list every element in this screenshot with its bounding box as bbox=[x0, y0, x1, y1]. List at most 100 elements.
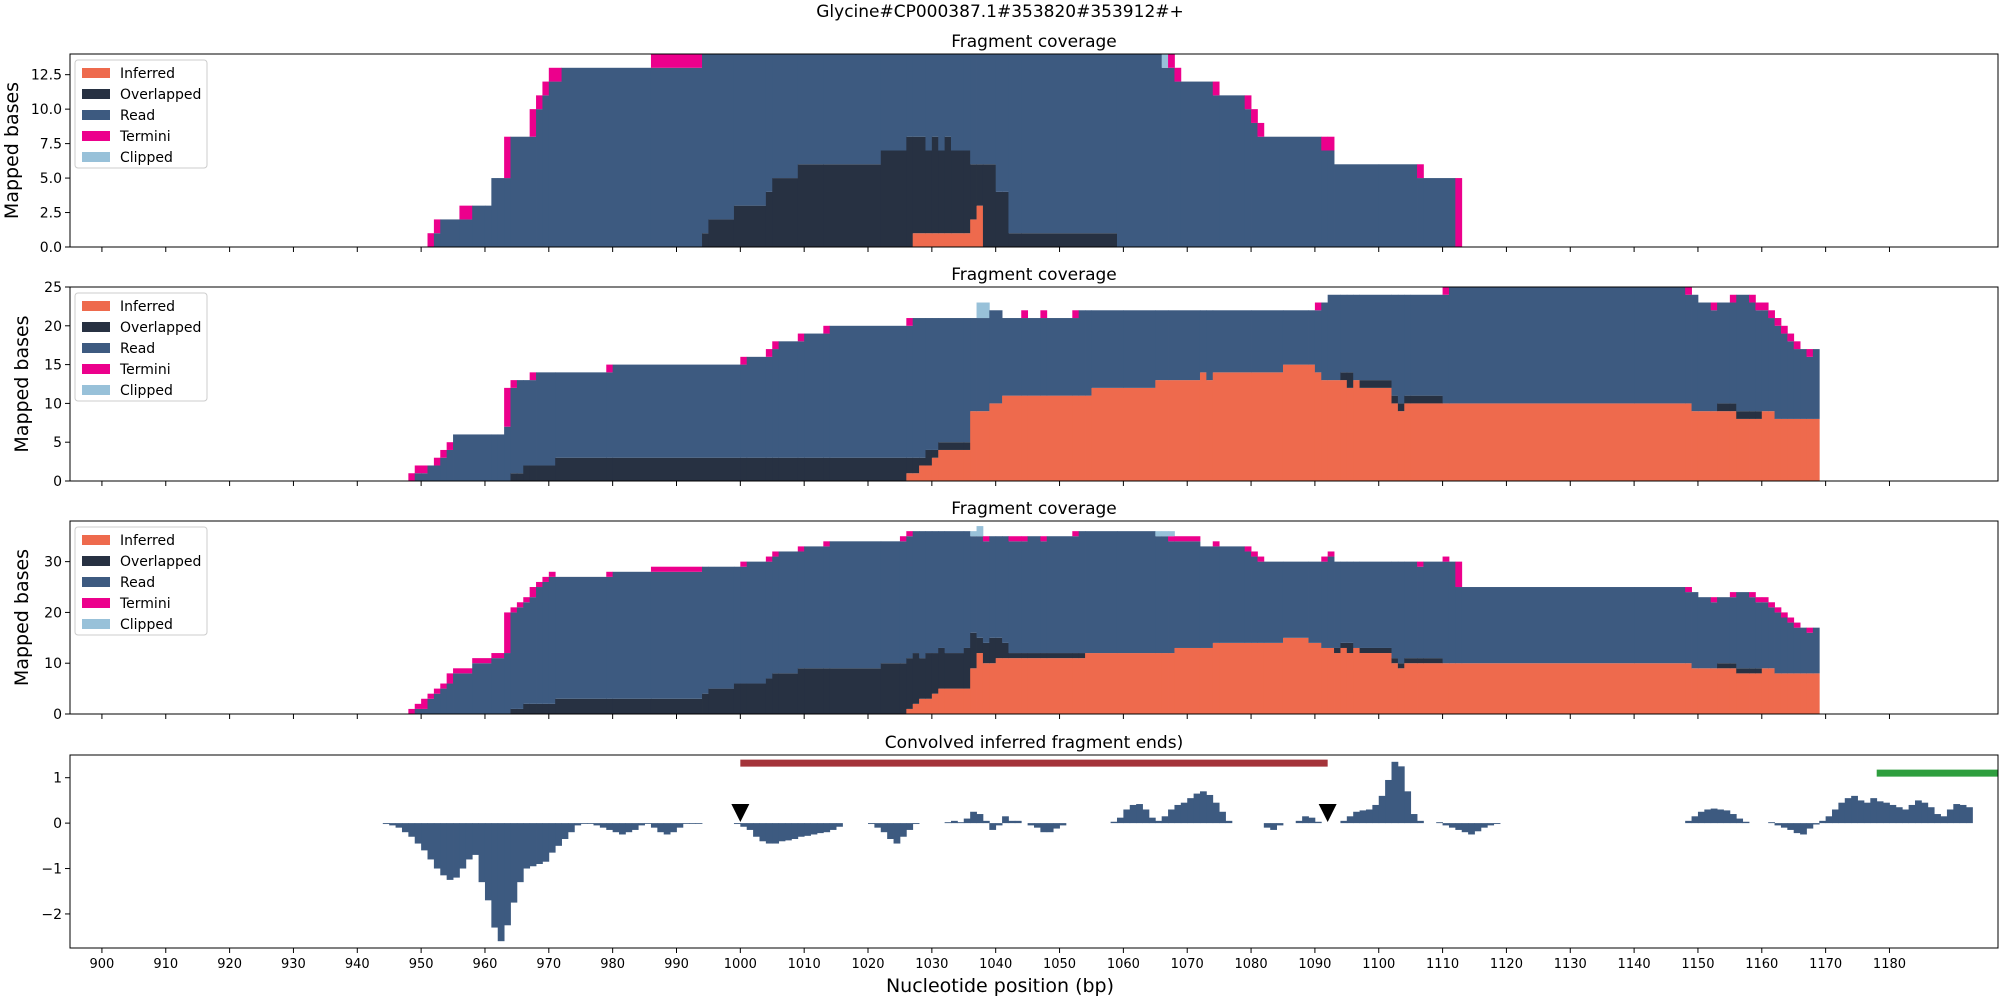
coverage-clipped-bar bbox=[1161, 531, 1169, 537]
coverage-overlapped-bar bbox=[912, 136, 926, 234]
coverage-termini-bar bbox=[408, 473, 416, 481]
coverage-termini-bar bbox=[1787, 617, 1795, 623]
coverage-overlapped-bar bbox=[1346, 372, 1354, 388]
coverage-read-bar bbox=[472, 205, 486, 247]
end-signal-bar bbox=[644, 823, 652, 824]
coverage-termini-bar bbox=[1685, 287, 1692, 295]
end-signal-bar bbox=[587, 823, 594, 824]
coverage-inferred-bar bbox=[1021, 395, 1029, 481]
end-signal-bar bbox=[1417, 820, 1424, 824]
coverage-termini-bar bbox=[982, 536, 990, 542]
coverage-overlapped-bar bbox=[523, 465, 531, 481]
legend: Inferred Overlapped Read Termini Clipped bbox=[74, 292, 208, 402]
y-tick-label: 0 bbox=[53, 816, 62, 832]
end-signal-bar bbox=[746, 823, 754, 830]
coverage-overlapped-bar bbox=[702, 233, 709, 247]
coverage-read-bar bbox=[536, 109, 543, 248]
end-signal-bar bbox=[810, 823, 818, 835]
coverage-overlapped-bar bbox=[708, 688, 735, 714]
coverage-overlapped-bar bbox=[804, 668, 824, 714]
end-signal-bar bbox=[1966, 807, 1973, 824]
coverage-read-bar bbox=[433, 465, 441, 481]
coverage-overlapped-bar bbox=[548, 703, 556, 714]
coverage-read-bar bbox=[1263, 561, 1284, 643]
end-signal-bar bbox=[433, 823, 441, 869]
coverage-read-bar bbox=[1161, 67, 1169, 248]
coverage-termini-bar bbox=[433, 688, 441, 694]
end-signal-bar bbox=[555, 823, 562, 846]
coverage-read-bar bbox=[970, 54, 977, 165]
coverage-read-bar bbox=[440, 219, 460, 247]
coverage-read-bar bbox=[778, 341, 799, 458]
coverage-read-bar bbox=[459, 219, 473, 247]
end-signal-bar bbox=[484, 823, 492, 901]
end-signal-bar bbox=[1468, 823, 1475, 835]
coverage-read-bar bbox=[1199, 546, 1214, 648]
y-tick-label: 1 bbox=[53, 771, 62, 787]
coverage-overlapped-bar bbox=[516, 708, 524, 714]
coverage-read-bar bbox=[1123, 310, 1156, 388]
coverage-read-bar bbox=[702, 566, 709, 694]
end-signal-bar bbox=[836, 823, 843, 827]
coverage-inferred-bar bbox=[989, 663, 997, 714]
coverage-read-bar bbox=[1697, 302, 1712, 412]
end-signal-bar bbox=[816, 823, 824, 834]
coverage-inferred-bar bbox=[1027, 395, 1041, 481]
coverage-overlapped-bar bbox=[899, 663, 907, 714]
legend-label-clipped: Clipped bbox=[120, 383, 173, 399]
x-tick-label: 960 bbox=[473, 957, 498, 972]
coverage-inferred-bar bbox=[1780, 418, 1788, 481]
end-signal-bar bbox=[1295, 820, 1303, 824]
end-signal-bar bbox=[1116, 817, 1124, 824]
coverage-read-bar bbox=[740, 566, 748, 684]
coverage-inferred-bar bbox=[1308, 642, 1322, 714]
coverage-read-bar bbox=[1787, 341, 1795, 419]
coverage-read-bar bbox=[440, 457, 448, 481]
coverage-read-bar bbox=[1002, 536, 1009, 643]
coverage-inferred-bar bbox=[1391, 663, 1399, 714]
coverage-read-bar bbox=[1340, 294, 1348, 373]
coverage-read-bar bbox=[1806, 632, 1814, 674]
end-signal-bar bbox=[1148, 817, 1156, 824]
coverage-overlapped-bar bbox=[612, 698, 652, 714]
coverage-read-bar bbox=[1634, 587, 1686, 664]
coverage-read-bar bbox=[1155, 536, 1163, 654]
end-signal-bar bbox=[1308, 817, 1316, 824]
end-signal-bar bbox=[1895, 807, 1903, 824]
end-signal-bar bbox=[682, 823, 690, 824]
coverage-termini-bar bbox=[1021, 536, 1029, 542]
coverage-termini-bar bbox=[1774, 607, 1782, 613]
end-signal-bar bbox=[804, 823, 811, 836]
coverage-read-bar bbox=[1085, 531, 1118, 654]
coverage-termini-bar bbox=[421, 698, 428, 709]
end-signal-bar bbox=[772, 823, 780, 844]
end-signal-bar bbox=[459, 823, 467, 869]
end-signal-bar bbox=[740, 823, 748, 827]
x-tick-label: 1150 bbox=[1681, 957, 1714, 972]
x-tick-label: 1050 bbox=[1043, 957, 1076, 972]
coverage-read-bar bbox=[1314, 310, 1322, 373]
coverage-read-bar bbox=[1774, 325, 1782, 419]
coverage-read-bar bbox=[1749, 597, 1756, 669]
coverage-read-bar bbox=[1806, 356, 1814, 419]
coverage-read-bar bbox=[1717, 597, 1731, 664]
end-signal-bar bbox=[1793, 823, 1801, 834]
legend-swatch-overlapped bbox=[82, 89, 110, 99]
coverage-read-bar bbox=[536, 372, 556, 466]
end-signal-bar bbox=[440, 823, 448, 876]
coverage-inferred-bar bbox=[1199, 647, 1214, 714]
coverage-inferred-bar bbox=[1046, 395, 1073, 481]
coverage-read-bar bbox=[1461, 587, 1635, 664]
coverage-inferred-bar bbox=[1793, 673, 1801, 714]
x-tick-label: 1080 bbox=[1235, 957, 1268, 972]
coverage-termini-bar bbox=[1251, 551, 1258, 557]
coverage-read-bar bbox=[1021, 541, 1029, 654]
legend-label-termini: Termini bbox=[119, 596, 171, 612]
coverage-overlapped-bar bbox=[765, 191, 773, 247]
coverage-overlapped-bar bbox=[1359, 380, 1392, 388]
legend-swatch-clipped bbox=[82, 619, 110, 629]
coverage-overlapped-bar bbox=[606, 457, 614, 481]
coverage-read-bar bbox=[516, 380, 524, 474]
coverage-inferred-bar bbox=[976, 205, 984, 247]
coverage-read-bar bbox=[472, 663, 492, 714]
